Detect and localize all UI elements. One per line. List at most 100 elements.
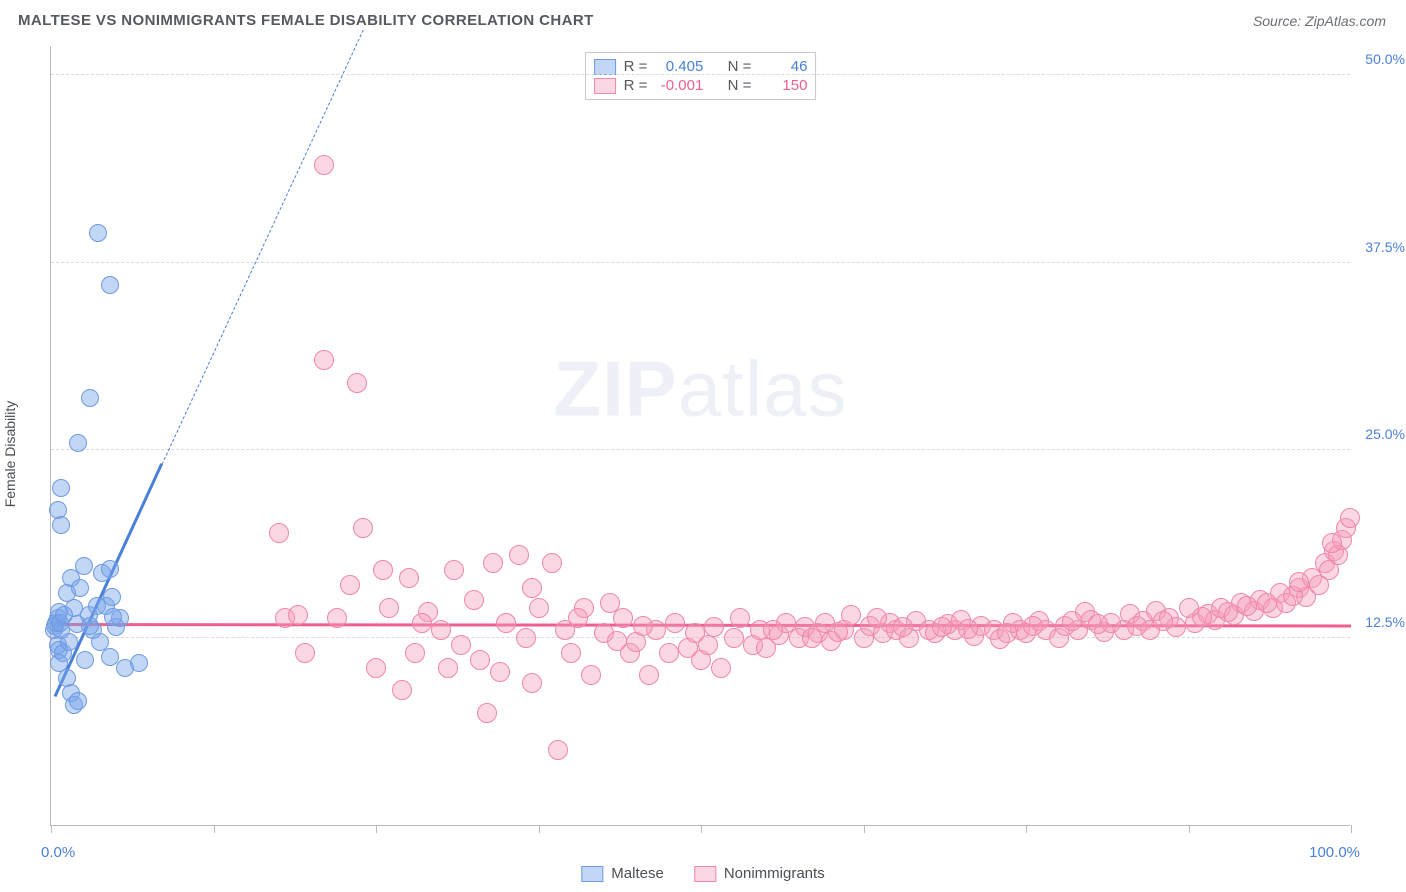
data-point-nonimmigrants [516, 628, 536, 648]
data-point-nonimmigrants [477, 703, 497, 723]
data-point-nonimmigrants [509, 545, 529, 565]
stat-N-label: N = [728, 77, 752, 94]
data-point-nonimmigrants [1340, 508, 1360, 528]
data-point-nonimmigrants [295, 643, 315, 663]
x-tick [51, 825, 52, 833]
data-point-nonimmigrants [399, 568, 419, 588]
data-point-nonimmigrants [665, 613, 685, 633]
stat-R-label: R = [624, 58, 648, 75]
data-point-nonimmigrants [438, 658, 458, 678]
data-point-nonimmigrants [431, 620, 451, 640]
y-tick-label: 50.0% [1355, 51, 1405, 67]
data-point-nonimmigrants [1127, 616, 1147, 636]
data-point-nonimmigrants [327, 608, 347, 628]
data-point-nonimmigrants [639, 665, 659, 685]
watermark: ZIPatlas [553, 343, 847, 434]
trend-line-dashed [161, 29, 363, 464]
data-point-nonimmigrants [997, 623, 1017, 643]
data-point-nonimmigrants [730, 608, 750, 628]
data-point-nonimmigrants [613, 608, 633, 628]
data-point-nonimmigrants [392, 680, 412, 700]
data-point-nonimmigrants [841, 605, 861, 625]
data-point-nonimmigrants [548, 740, 568, 760]
data-point-maltese [104, 608, 122, 626]
data-point-nonimmigrants [698, 635, 718, 655]
data-point-nonimmigrants [366, 658, 386, 678]
data-point-nonimmigrants [269, 523, 289, 543]
data-point-nonimmigrants [522, 578, 542, 598]
data-point-maltese [101, 276, 119, 294]
data-point-nonimmigrants [932, 617, 952, 637]
stat-N-value: 150 [759, 77, 807, 94]
data-point-maltese [76, 651, 94, 669]
gridline [51, 74, 1350, 75]
data-point-maltese [91, 633, 109, 651]
data-point-maltese [103, 588, 121, 606]
data-point-nonimmigrants [1192, 607, 1212, 627]
data-point-nonimmigrants [704, 617, 724, 637]
data-point-nonimmigrants [444, 560, 464, 580]
data-point-nonimmigrants [607, 631, 627, 651]
data-point-nonimmigrants [1062, 611, 1082, 631]
data-point-maltese [60, 633, 78, 651]
data-point-nonimmigrants [568, 608, 588, 628]
data-point-nonimmigrants [1023, 616, 1043, 636]
stats-legend-box: R =0.405 N =46R =-0.001 N =150 [585, 52, 817, 100]
data-point-nonimmigrants [893, 617, 913, 637]
data-point-nonimmigrants [828, 622, 848, 642]
plot-area: ZIPatlas R =0.405 N =46R =-0.001 N =150 … [50, 46, 1350, 826]
data-point-nonimmigrants [724, 628, 744, 648]
swatch-maltese [594, 59, 616, 75]
x-tick [376, 825, 377, 833]
legend-item-nonimmigrants: Nonimmigrants [694, 865, 825, 882]
data-point-nonimmigrants [314, 350, 334, 370]
data-point-nonimmigrants [711, 658, 731, 678]
data-point-nonimmigrants [340, 575, 360, 595]
data-point-nonimmigrants [1237, 596, 1257, 616]
data-point-maltese [130, 654, 148, 672]
chart-title: MALTESE VS NONIMMIGRANTS FEMALE DISABILI… [18, 12, 594, 29]
data-point-nonimmigrants [659, 643, 679, 663]
x-tick [539, 825, 540, 833]
data-point-maltese [52, 479, 70, 497]
data-point-nonimmigrants [763, 620, 783, 640]
stat-R-label: R = [624, 77, 648, 94]
y-axis-label: Female Disability [2, 401, 18, 508]
stat-R-value: 0.405 [655, 58, 703, 75]
data-point-nonimmigrants [1289, 572, 1309, 592]
y-tick-label: 25.0% [1355, 426, 1405, 442]
watermark-rest: atlas [678, 344, 848, 432]
gridline [51, 449, 1350, 450]
watermark-bold: ZIP [553, 344, 677, 432]
stat-N-label: N = [728, 58, 752, 75]
data-point-nonimmigrants [483, 553, 503, 573]
stat-N-value: 46 [759, 58, 807, 75]
x-tick [214, 825, 215, 833]
bottom-legend: MalteseNonimmigrants [581, 865, 824, 882]
swatch-nonimmigrants [594, 78, 616, 94]
y-tick-label: 37.5% [1355, 239, 1405, 255]
data-point-nonimmigrants [1153, 611, 1173, 631]
data-point-maltese [71, 579, 89, 597]
source-label: Source: ZipAtlas.com [1253, 13, 1386, 29]
swatch-nonimmigrants [694, 866, 716, 882]
data-point-nonimmigrants [470, 650, 490, 670]
data-point-nonimmigrants [958, 619, 978, 639]
x-axis-max-label: 100.0% [1309, 844, 1360, 861]
data-point-maltese [101, 560, 119, 578]
x-tick [1026, 825, 1027, 833]
stats-row-nonimmigrants: R =-0.001 N =150 [594, 76, 808, 95]
data-point-nonimmigrants [464, 590, 484, 610]
x-tick [701, 825, 702, 833]
y-tick-label: 12.5% [1355, 614, 1405, 630]
data-point-nonimmigrants [347, 373, 367, 393]
data-point-maltese [89, 224, 107, 242]
data-point-maltese [52, 516, 70, 534]
data-point-maltese [81, 389, 99, 407]
x-tick [1351, 825, 1352, 833]
gridline [51, 262, 1350, 263]
data-point-nonimmigrants [1322, 533, 1342, 553]
data-point-nonimmigrants [496, 613, 516, 633]
data-point-maltese [81, 617, 99, 635]
data-point-nonimmigrants [405, 643, 425, 663]
